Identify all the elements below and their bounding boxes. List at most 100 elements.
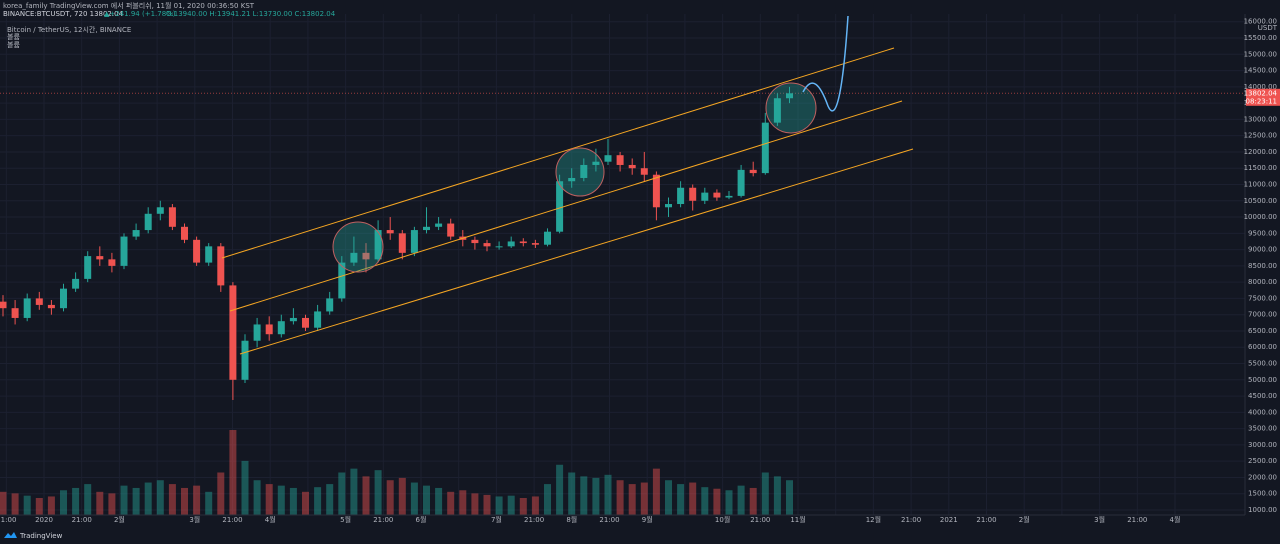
volume-bar (556, 464, 564, 515)
volume-bar (253, 480, 261, 515)
volume-bar (701, 487, 709, 515)
y-tick-label: 14000.00 (1244, 83, 1277, 91)
y-tick-label: 3500.00 (1248, 425, 1277, 433)
volume-bar (277, 485, 285, 515)
x-tick-label: 2021 (940, 516, 958, 524)
x-tick-label: 21:00 (524, 516, 544, 524)
x-tick-label: 11월 (790, 515, 805, 524)
volume-bar (302, 491, 309, 515)
candle-body (435, 223, 443, 227)
volume-bar (265, 484, 273, 515)
series-title: Bitcoin / TetherUS, 12시간, BINANCE (7, 25, 131, 34)
y-tick-label: 7000.00 (1248, 311, 1277, 319)
y-tick-label: 5500.00 (1248, 360, 1277, 368)
brand: TradingView (19, 532, 63, 540)
x-tick-label: 7월 (491, 515, 502, 524)
candle-body (302, 317, 309, 328)
volume-pane (0, 430, 793, 515)
x-tick-label: 2월 (114, 515, 125, 524)
candle-body (604, 155, 612, 162)
volume-bar (23, 495, 31, 515)
candle-body (72, 278, 80, 289)
x-tick-label: 10월 (715, 515, 730, 524)
candle-body (749, 169, 757, 174)
y-tick-label: 9500.00 (1248, 229, 1277, 237)
volume-bar (640, 482, 648, 515)
x-tick-label: 21:00 (373, 516, 393, 524)
candle-body (447, 223, 455, 237)
y-tick-label: 4500.00 (1248, 392, 1277, 400)
volume-bar (773, 476, 781, 515)
volume-bar (386, 480, 394, 515)
y-tick-label: 9000.00 (1248, 246, 1277, 254)
volume-bar (628, 484, 636, 515)
candle-body (652, 174, 660, 208)
channel-bottom (239, 148, 914, 355)
x-tick-label: 21:00 (0, 516, 16, 524)
volume-bar (193, 485, 201, 515)
volume-bar (507, 495, 515, 515)
candle-body (556, 181, 564, 232)
symbol-info: BINANCE:BTCUSDT, 720 13802.04 (3, 10, 124, 18)
candle-body (205, 246, 213, 263)
volume-bar (410, 482, 418, 515)
candle-body (144, 213, 152, 231)
volume-bar (665, 480, 672, 515)
x-tick-label: 8월 (566, 515, 577, 524)
channel-top (221, 47, 895, 259)
candle-body (181, 226, 188, 240)
axes: 1000.00 1500.00 2000.00 2500.00 3000.00 3500.… (0, 18, 1280, 524)
candle-body (592, 161, 600, 165)
candle-body (713, 192, 721, 198)
change: ▲+241.94 (+1.78%) (104, 10, 176, 18)
publish-line: korea_family TradingView.com 에서 퍼블리쉬, 11… (3, 1, 255, 10)
price-tag-label: 13802.04 (1244, 89, 1278, 97)
candle-body (229, 285, 237, 380)
volume-bar (459, 490, 467, 515)
candle-body (531, 243, 539, 245)
x-tick-label: 21:00 (750, 516, 770, 524)
y-tick-label: 8500.00 (1248, 262, 1277, 270)
volume-bar (495, 496, 503, 515)
candle-body (665, 204, 672, 208)
y-tick-label: 12000.00 (1244, 148, 1277, 156)
volume-bar (689, 482, 697, 515)
candle-body (23, 298, 31, 318)
volume-bar (47, 496, 55, 515)
indicator-label: 볼륨 (7, 40, 20, 49)
candle-body (761, 122, 769, 174)
candle-body (289, 317, 297, 322)
candle-body (314, 311, 322, 328)
volume-bar (205, 491, 213, 515)
candles (0, 86, 793, 400)
volume-bar (483, 494, 491, 515)
volume-bar (350, 468, 358, 515)
volume-bar (471, 493, 479, 515)
projection-curve (802, 15, 849, 112)
volume-bar (11, 493, 19, 515)
x-tick-label: 12월 (866, 515, 881, 524)
candle-body (398, 233, 406, 253)
candle-body (689, 187, 697, 201)
x-tick-label: 4월 (1170, 515, 1181, 524)
candle-body (495, 246, 503, 248)
candle-body (616, 155, 624, 165)
y-tick-label: 8000.00 (1248, 278, 1277, 286)
ohlc: O:13940.00 H:13941.21 L:13730.00 C:13802… (166, 10, 336, 18)
candle-body (0, 301, 7, 309)
candle-body (265, 324, 273, 335)
channel-mid (229, 100, 903, 312)
x-tick-label: 21:00 (976, 516, 996, 524)
volume-bar (786, 480, 793, 515)
candle-body (701, 192, 709, 201)
candle-body (277, 321, 285, 335)
footer-bg (0, 527, 1280, 544)
candle-body (35, 298, 43, 305)
drawings (221, 15, 914, 355)
candle-body (326, 298, 334, 312)
x-tick-label: 21:00 (599, 516, 619, 524)
volume-bar (217, 472, 225, 515)
candle-body (410, 230, 418, 253)
candle-body (132, 230, 140, 237)
